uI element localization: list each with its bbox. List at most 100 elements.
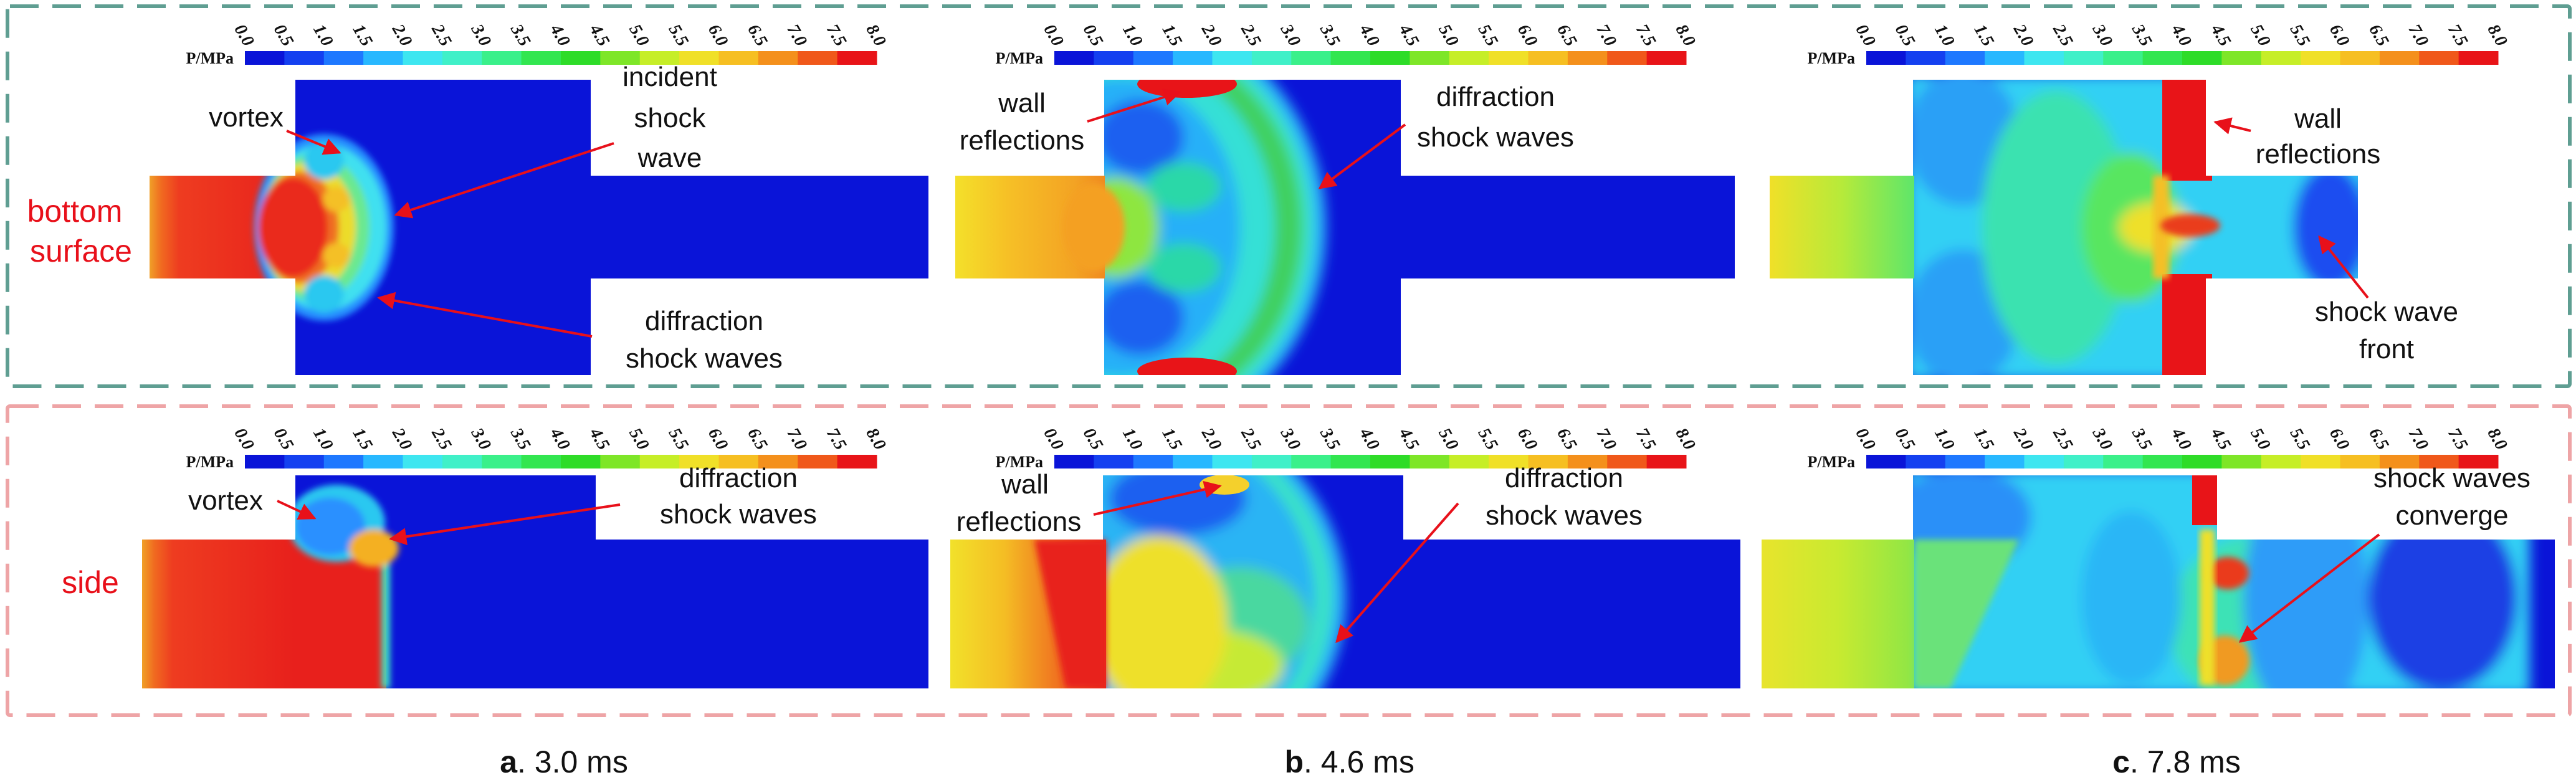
colorbar-segment <box>2419 455 2459 468</box>
colorbar-segment <box>837 455 877 468</box>
colorbar-tick-label: 7.5 <box>2444 21 2471 50</box>
colorbar-tick-label: 0.5 <box>1079 425 1107 454</box>
colorbar-segment <box>1133 455 1173 468</box>
colorbar-tick-label: 7.0 <box>2405 21 2432 50</box>
colorbar-segment <box>2142 455 2183 468</box>
colorbar-tick-label: 0.0 <box>1039 21 1067 50</box>
colorbar-segment <box>1054 455 1094 468</box>
colorbar-segment <box>1410 455 1450 468</box>
colorbar-tick-label: 7.0 <box>1593 425 1620 454</box>
colorbar-segment <box>363 455 403 468</box>
colorbar-tick-label: 0.0 <box>1851 21 1879 50</box>
colorbar-tick-label: 4.0 <box>1355 21 1383 50</box>
colorbar-tick-label: 7.0 <box>783 425 811 454</box>
colorbar-segment <box>1945 51 1985 65</box>
colorbar-tick-label: 7.5 <box>1632 425 1659 454</box>
colorbar-segment <box>1251 51 1292 65</box>
colorbar-tick-label: 2.5 <box>427 21 456 50</box>
colorbar-tick-label: 7.5 <box>823 425 850 454</box>
colorbar-segment <box>2024 455 2064 468</box>
colorbar-segment <box>1054 51 1094 65</box>
colorbar-tick-label: 6.0 <box>704 21 732 50</box>
colorbar-segment <box>482 455 522 468</box>
caption-c-letter: c <box>2112 744 2130 779</box>
colorbar-tick-label: 5.5 <box>2286 425 2314 454</box>
colorbar-segment <box>403 455 443 468</box>
caption-c: c . 7.8 ms <box>2112 744 2241 779</box>
colorbar-tick-label: 5.0 <box>625 21 652 50</box>
colorbar-segment <box>403 51 443 65</box>
colorbar-tick-label: 3.0 <box>2088 424 2116 454</box>
colorbar-tick-label: 8.0 <box>2483 21 2511 50</box>
colorbar-segment <box>2301 455 2340 468</box>
label-diffraction-2: shock waves <box>1486 500 1643 531</box>
colorbar-tick-label: 5.5 <box>665 21 692 50</box>
colorbar-segment <box>2340 51 2380 65</box>
row-label-side: side <box>62 565 119 600</box>
caption-a-text: . 3.0 ms <box>517 744 628 779</box>
colorbar-tick-label: 2.0 <box>2009 424 2037 454</box>
colorbar-segment <box>1173 455 1213 468</box>
colorbar-tick-label: 3.5 <box>1316 424 1344 454</box>
colorbar-segment <box>1945 455 1985 468</box>
colorbar-segment <box>2103 455 2144 468</box>
colorbar-unit-label: P/MPa <box>995 453 1043 471</box>
annotations-a-side: vortex diffraction shock waves <box>188 463 817 546</box>
contour-panel-b-bottom-surface <box>955 80 1735 375</box>
colorbar-segment <box>1906 455 1946 468</box>
colorbar-unit-label: P/MPa <box>1807 453 1855 471</box>
colorbar-tick-label: 1.0 <box>1119 425 1146 454</box>
colorbar-unit-label: P/MPa <box>186 49 234 67</box>
colorbar-segment <box>758 455 798 468</box>
colorbar-b-top: 0.0 0.5 1.0 1.5 2.0 2.5 3.0 3.5 4.0 4.5 5.0 5.5 6.0 6… <box>995 21 1699 67</box>
colorbar-segment <box>245 455 285 468</box>
colorbar-unit-label: P/MPa <box>995 49 1043 67</box>
colorbar-tick-label: 6.5 <box>743 21 771 50</box>
colorbar-segment <box>2379 455 2420 468</box>
colorbar-tick-label: 4.0 <box>2167 21 2195 50</box>
colorbar-tick-label: 6.5 <box>1553 425 1580 454</box>
colorbar-segment <box>758 51 798 65</box>
colorbar-unit-label: P/MPa <box>1807 49 1855 67</box>
colorbar-tick-label: 8.0 <box>1671 21 1699 50</box>
colorbar-segment <box>323 51 364 65</box>
colorbar-tick-label: 3.5 <box>2128 424 2156 454</box>
colorbar-segment <box>798 455 838 468</box>
colorbar-tick-label: 1.0 <box>1930 425 1958 454</box>
label-wall-1: wall <box>2294 103 2342 134</box>
colorbar-tick-label: 5.0 <box>1434 425 1462 454</box>
label-diffraction-2: shock waves <box>1417 122 1574 153</box>
colorbar-tick-label: 6.5 <box>2365 21 2392 50</box>
colorbar-segment <box>2419 51 2459 65</box>
label-incident-2: shock <box>634 103 707 133</box>
colorbar-segment <box>284 455 325 468</box>
colorbar-segment <box>2261 51 2301 65</box>
colorbar-segment <box>2458 455 2499 468</box>
colorbar-tick-label: 1.0 <box>309 425 336 454</box>
label-wall-2: reflections <box>2256 139 2381 169</box>
colorbar-tick-label: 0.5 <box>1891 425 1919 454</box>
colorbar-tick-label: 4.5 <box>585 21 613 50</box>
colorbar-tick-label: 4.5 <box>585 424 613 454</box>
colorbar-segment <box>363 51 403 65</box>
colorbar-tick-label: 5.0 <box>2246 425 2274 454</box>
colorbar-segment <box>1528 455 1568 468</box>
colorbar-tick-label: 3.5 <box>1316 21 1344 50</box>
colorbar-tick-label: 6.5 <box>743 425 771 454</box>
colorbar-tick-label: 5.5 <box>1474 21 1502 50</box>
colorbar-segment <box>1212 51 1252 65</box>
colorbar-tick-label: 4.0 <box>546 21 574 50</box>
annotations-b-top: wall reflections diffraction shock waves <box>960 82 1574 189</box>
colorbar-segment <box>798 51 838 65</box>
colorbar-tick-label: 3.5 <box>2128 21 2156 50</box>
colorbar-segment <box>561 51 601 65</box>
bottom-surface-frame <box>6 4 2572 388</box>
colorbar-segment <box>1567 455 1608 468</box>
colorbar-tick-label: 3.0 <box>467 21 495 50</box>
label-wall-1: wall <box>998 88 1046 118</box>
caption-c-text: . 7.8 ms <box>2130 744 2241 779</box>
colorbar-segment <box>1866 455 1906 468</box>
colorbar-segment <box>718 51 759 65</box>
colorbar-segment <box>2024 51 2064 65</box>
colorbar-tick-label: 2.5 <box>2049 21 2077 50</box>
